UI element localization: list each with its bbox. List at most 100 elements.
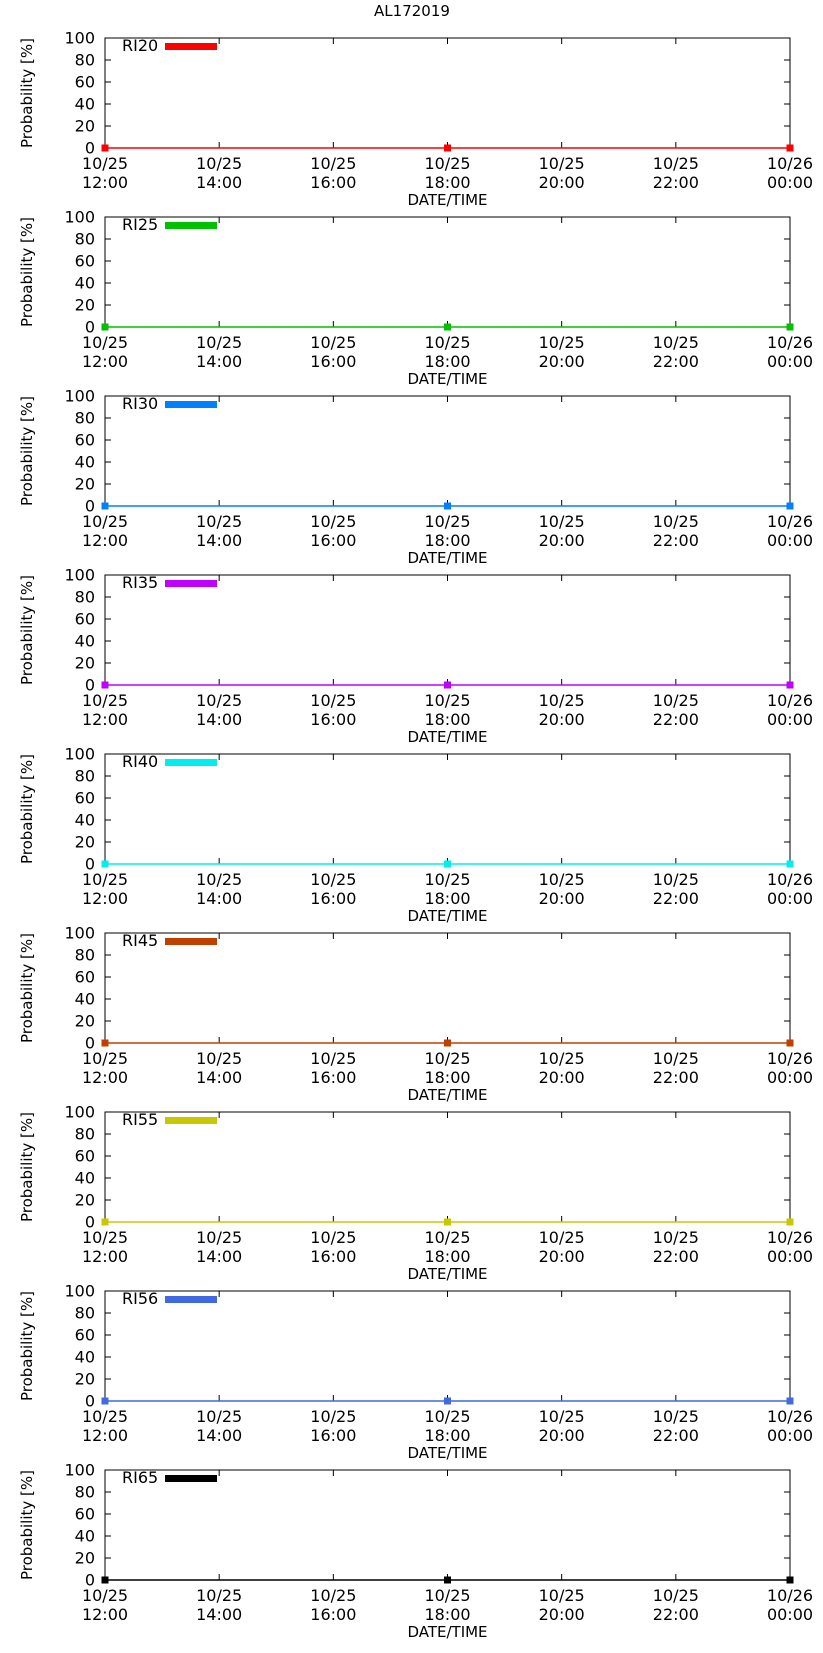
y-axis-label: Probability [%] — [18, 575, 36, 685]
y-tick-label: 60 — [75, 1147, 95, 1166]
data-point — [786, 681, 794, 689]
y-axis-label: Probability [%] — [18, 1291, 36, 1401]
data-point — [786, 1218, 794, 1226]
y-tick-label: 80 — [75, 1483, 95, 1502]
x-tick-label-time: 22:00 — [653, 889, 699, 908]
x-tick-label-time: 14:00 — [196, 889, 242, 908]
y-tick-label: 0 — [85, 318, 95, 337]
plot-frame — [104, 753, 791, 865]
y-tick-label: 100 — [64, 1103, 95, 1122]
x-tick-label-date: 10/25 — [196, 1586, 242, 1605]
x-tick-label-time: 16:00 — [310, 710, 356, 729]
x-tick-label-date: 10/25 — [196, 691, 242, 710]
y-axis-label: Probability [%] — [18, 1112, 36, 1222]
panel-ri56: 02040608010010/2512:0010/2514:0010/2516:… — [18, 1282, 813, 1463]
legend-label: RI40 — [122, 752, 158, 771]
y-tick-label: 100 — [64, 208, 95, 227]
x-tick-label-time: 00:00 — [767, 352, 813, 371]
y-tick-label: 20 — [75, 296, 95, 315]
x-tick-label-time: 20:00 — [539, 352, 585, 371]
y-tick-label: 100 — [64, 29, 95, 48]
y-tick-label: 80 — [75, 1125, 95, 1144]
y-tick-label: 0 — [85, 1034, 95, 1053]
x-tick-label-date: 10/25 — [539, 691, 585, 710]
x-tick-label-time: 16:00 — [310, 531, 356, 550]
x-tick-label-time: 12:00 — [82, 1247, 128, 1266]
x-tick-label-time: 12:00 — [82, 531, 128, 550]
y-tick-label: 80 — [75, 588, 95, 607]
y-tick-label: 40 — [75, 1169, 95, 1188]
y-tick-label: 40 — [75, 632, 95, 651]
x-tick-label-time: 14:00 — [196, 352, 242, 371]
data-point — [444, 323, 451, 331]
y-axis-label: Probability [%] — [18, 933, 36, 1043]
x-axis-label: DATE/TIME — [407, 191, 487, 209]
y-tick-label: 40 — [75, 1348, 95, 1367]
plot-frame — [104, 395, 791, 507]
x-tick-label-time: 20:00 — [539, 710, 585, 729]
data-point — [444, 1218, 451, 1226]
data-point — [101, 681, 109, 689]
y-tick-label: 60 — [75, 610, 95, 629]
x-tick-label-date: 10/25 — [424, 1586, 470, 1605]
x-tick-label-date: 10/25 — [653, 1049, 699, 1068]
x-tick-label-date: 10/25 — [82, 512, 128, 531]
x-tick-label-date: 10/25 — [82, 154, 128, 173]
x-tick-label-time: 20:00 — [539, 1426, 585, 1445]
panel-ri25: 02040608010010/2512:0010/2514:0010/2516:… — [18, 208, 813, 389]
panel-ri30: 02040608010010/2512:0010/2514:0010/2516:… — [18, 387, 813, 568]
y-tick-label: 60 — [75, 1326, 95, 1345]
y-tick-label: 0 — [85, 855, 95, 874]
y-tick-label: 20 — [75, 1191, 95, 1210]
x-tick-label-date: 10/25 — [310, 691, 356, 710]
x-tick-label-time: 18:00 — [424, 352, 470, 371]
y-tick-label: 0 — [85, 1392, 95, 1411]
x-axis-label: DATE/TIME — [407, 549, 487, 567]
x-tick-label-time: 12:00 — [82, 352, 128, 371]
x-axis-label: DATE/TIME — [407, 1265, 487, 1283]
x-tick-label-time: 18:00 — [424, 1068, 470, 1087]
x-tick-label-date: 10/25 — [196, 512, 242, 531]
data-point — [444, 144, 451, 152]
chart-panels: 02040608010010/2512:0010/2514:0010/2516:… — [18, 29, 813, 1642]
y-tick-label: 80 — [75, 51, 95, 70]
x-tick-label-date: 10/25 — [310, 512, 356, 531]
x-tick-label-time: 18:00 — [424, 1605, 470, 1624]
y-tick-label: 0 — [85, 1213, 95, 1232]
data-point — [444, 502, 451, 510]
x-tick-label-date: 10/25 — [539, 1228, 585, 1247]
y-axis-label: Probability [%] — [18, 217, 36, 327]
y-axis-label: Probability [%] — [18, 754, 36, 864]
x-tick-label-time: 22:00 — [653, 1068, 699, 1087]
x-tick-label-date: 10/25 — [424, 154, 470, 173]
x-tick-label-time: 00:00 — [767, 889, 813, 908]
x-tick-label-date: 10/26 — [767, 333, 813, 352]
panel-ri40: 02040608010010/2512:0010/2514:0010/2516:… — [18, 745, 813, 926]
legend-swatch — [165, 759, 217, 766]
x-tick-label-date: 10/25 — [653, 1407, 699, 1426]
y-tick-label: 0 — [85, 497, 95, 516]
x-tick-label-date: 10/26 — [767, 154, 813, 173]
legend-swatch — [165, 1475, 217, 1482]
x-tick-label-date: 10/25 — [82, 1586, 128, 1605]
x-tick-label-time: 14:00 — [196, 1068, 242, 1087]
data-point — [101, 144, 109, 152]
x-tick-label-date: 10/25 — [310, 154, 356, 173]
x-tick-label-time: 12:00 — [82, 1426, 128, 1445]
y-tick-label: 0 — [85, 1571, 95, 1590]
x-tick-label-time: 14:00 — [196, 1426, 242, 1445]
x-tick-label-date: 10/25 — [539, 1049, 585, 1068]
data-point — [101, 1218, 109, 1226]
x-tick-label-date: 10/25 — [310, 870, 356, 889]
data-point — [444, 1039, 451, 1047]
x-tick-label-date: 10/25 — [196, 154, 242, 173]
x-axis-label: DATE/TIME — [407, 1444, 487, 1462]
x-tick-label-date: 10/25 — [653, 333, 699, 352]
data-point — [101, 1039, 109, 1047]
x-tick-label-time: 18:00 — [424, 710, 470, 729]
x-tick-label-date: 10/25 — [82, 870, 128, 889]
x-tick-label-time: 16:00 — [310, 173, 356, 192]
y-tick-label: 20 — [75, 1370, 95, 1389]
plot-frame — [104, 216, 791, 328]
plot-frame — [104, 1111, 791, 1223]
